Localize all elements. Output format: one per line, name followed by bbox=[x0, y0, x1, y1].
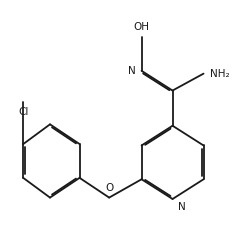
Text: Cl: Cl bbox=[18, 107, 28, 117]
Text: NH₂: NH₂ bbox=[210, 69, 229, 79]
Text: O: O bbox=[105, 182, 113, 193]
Text: N: N bbox=[178, 202, 185, 212]
Text: OH: OH bbox=[134, 22, 150, 32]
Text: N: N bbox=[128, 66, 135, 76]
